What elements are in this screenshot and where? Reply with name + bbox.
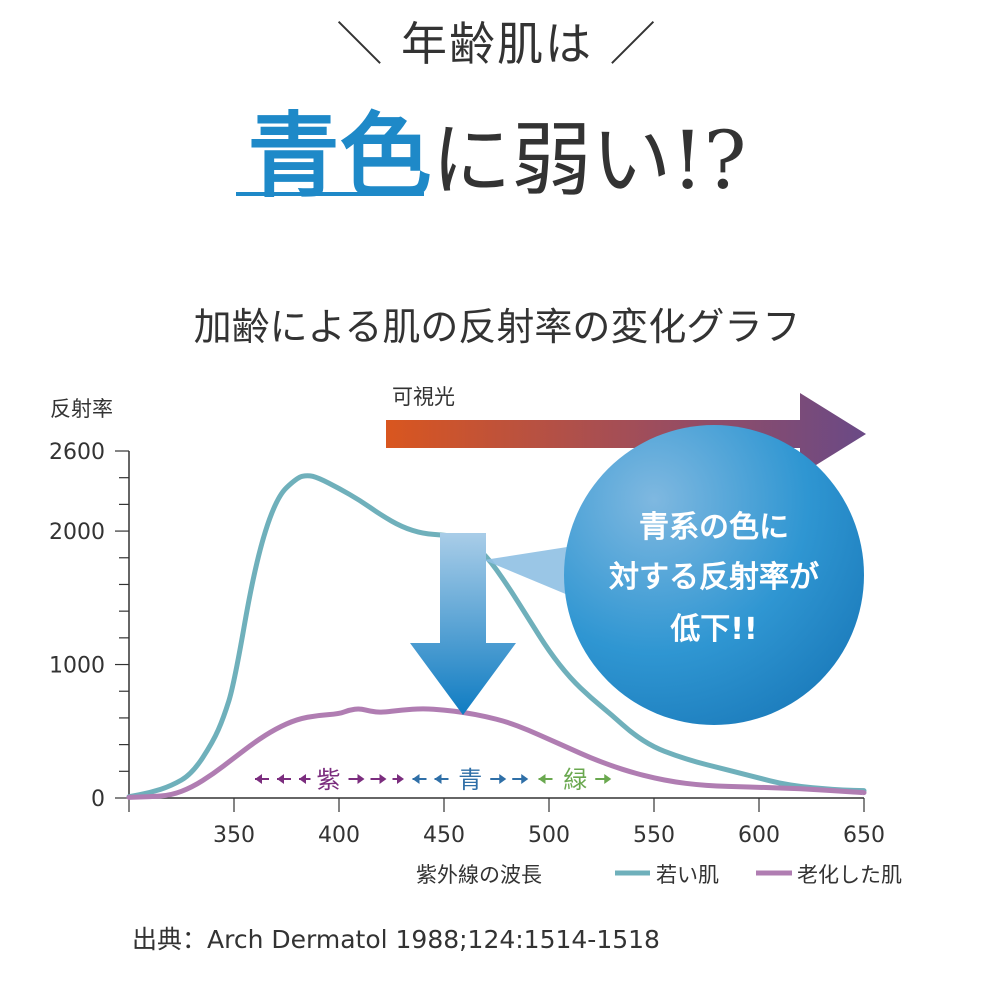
band-arrow-head — [604, 774, 612, 784]
headline-underline — [236, 192, 424, 196]
x-tick-label: 450 — [423, 823, 465, 848]
callout-line-3: 低下!! — [669, 612, 757, 647]
y-tick-label: 2600 — [49, 440, 105, 465]
legend-label-aged: 老化した肌 — [797, 863, 902, 887]
legend-label-young: 若い肌 — [656, 863, 719, 887]
callout-line-2: 対する反射率が — [609, 560, 819, 595]
band-label: 紫 — [317, 766, 341, 794]
band-arrow-head — [521, 774, 529, 784]
decrease-arrow — [410, 533, 516, 715]
headline-rest: に弱い!? — [431, 114, 747, 207]
x-tick-label: 600 — [738, 823, 780, 848]
band-arrow-head — [277, 774, 284, 784]
callout-tail — [484, 545, 580, 600]
band-arrow-head — [412, 774, 420, 784]
legend: 若い肌 老化した肌 — [615, 863, 902, 887]
x-tick-label: 500 — [528, 823, 570, 848]
band-arrow-head — [538, 774, 546, 784]
band-arrow-head — [379, 774, 387, 784]
band-arrow-head — [299, 774, 306, 784]
y-axis-label: 反射率 — [50, 397, 113, 421]
y-tick-label: 1000 — [49, 654, 105, 679]
y-tick-label: 0 — [91, 787, 105, 812]
callout-bubble — [564, 425, 864, 725]
band-label: 青 — [458, 766, 482, 794]
band-arrow-head — [434, 774, 442, 784]
x-axis-label: 紫外線の波長 — [416, 863, 542, 887]
source-citation: 出典：Arch Dermatol 1988;124:1514-1518 — [132, 925, 660, 954]
chart-axes: 0 1000 2000 2600 350 400 450 500 550 600 650 — [49, 440, 885, 848]
headline-main: 青色に弱い!? — [0, 82, 994, 215]
callout-line-1: 青系の色に — [639, 510, 789, 545]
series-line-aged-skin — [126, 706, 867, 800]
x-tick-label: 350 — [213, 823, 255, 848]
visible-light-arrow — [386, 393, 866, 475]
chart-title: 加齢による肌の反射率の変化グラフ — [193, 305, 801, 349]
band-arrow-head — [255, 774, 262, 784]
headline-top: ＼ 年齢肌は ／ — [336, 17, 658, 71]
band-arrow-head — [499, 774, 507, 784]
y-tick-label: 2000 — [49, 520, 105, 545]
band-label: 緑 — [563, 766, 587, 794]
visible-light-label: 可視光 — [392, 385, 455, 409]
x-tick-label: 550 — [633, 823, 675, 848]
band-arrow-head — [397, 774, 404, 784]
x-tick-label: 650 — [843, 823, 885, 848]
wavelength-bands: 紫青緑 — [255, 766, 612, 794]
band-arrow-head — [357, 774, 365, 784]
x-tick-label: 400 — [318, 823, 360, 848]
